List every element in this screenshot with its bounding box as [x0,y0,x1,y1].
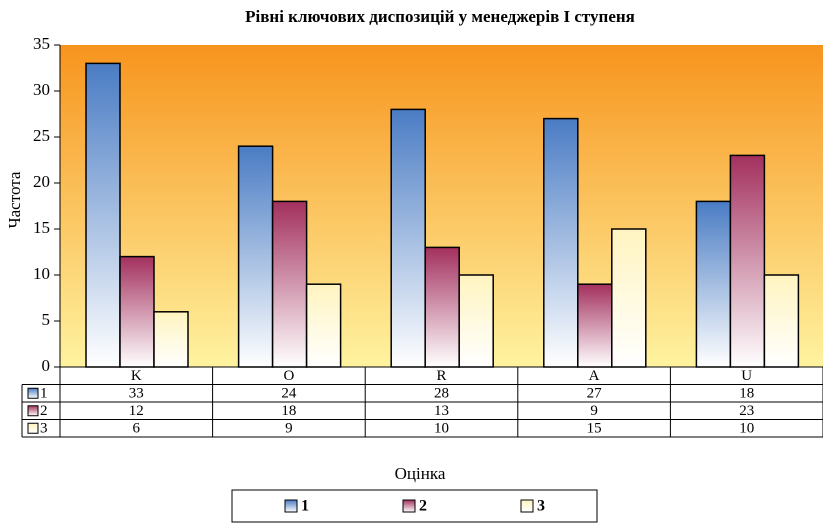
y-tick-label: 5 [42,310,51,329]
y-tick-label: 10 [33,264,50,283]
table-swatch [27,422,39,434]
x-axis-label: Оцінка [395,464,446,483]
bar [763,274,800,368]
legend-swatch [520,499,534,513]
bar [305,283,342,368]
bar [119,255,155,368]
bar [458,274,494,368]
y-tick-label: 30 [33,80,50,99]
x-tick-label: K [131,368,142,384]
bar [577,283,613,368]
y-tick-label: 20 [33,172,50,191]
table-value: 6 [133,421,141,437]
legend-label: 1 [301,498,309,515]
table-value: 13 [434,403,449,419]
table-value: 12 [129,403,144,419]
legend-label: 3 [537,498,545,515]
table-swatch [27,405,39,417]
y-tick-label: 25 [33,126,50,145]
table-value: 9 [590,403,598,419]
bar [390,108,426,368]
bar [153,311,189,368]
legend-label: 2 [419,498,427,515]
table-row-label: 2 [40,403,48,419]
table-value: 27 [587,386,603,402]
x-tick-label: A [589,368,600,384]
table-value: 9 [285,421,293,437]
table-swatch [27,387,39,399]
table-value: 23 [739,403,754,419]
table-row-label: 1 [40,386,48,402]
y-axis-label: Частота [5,171,24,228]
table-value: 33 [129,386,144,402]
table-value: 28 [434,386,449,402]
x-tick-label: R [436,368,446,384]
bar [543,117,579,368]
bar [729,154,766,368]
bar [271,200,308,368]
y-tick-label: 15 [33,218,50,237]
table-value: 15 [587,421,602,437]
chart-title: Рівні ключових диспозицій у менеджерів І… [245,7,635,26]
table-value: 10 [434,421,449,437]
table-value: 18 [281,403,296,419]
y-tick-label: 0 [42,356,51,375]
bar [611,228,647,368]
table-row-label: 3 [40,421,48,437]
bar [85,62,121,368]
bar [424,246,460,368]
bar [237,145,274,368]
table-value: 10 [739,421,754,437]
table-value: 24 [281,386,297,402]
legend-swatch [284,499,298,513]
table-value: 18 [739,386,754,402]
y-tick-label: 35 [33,34,50,53]
x-tick-label: O [283,368,294,384]
bar [695,200,732,368]
x-tick-label: U [741,368,752,384]
legend-swatch [402,499,416,513]
